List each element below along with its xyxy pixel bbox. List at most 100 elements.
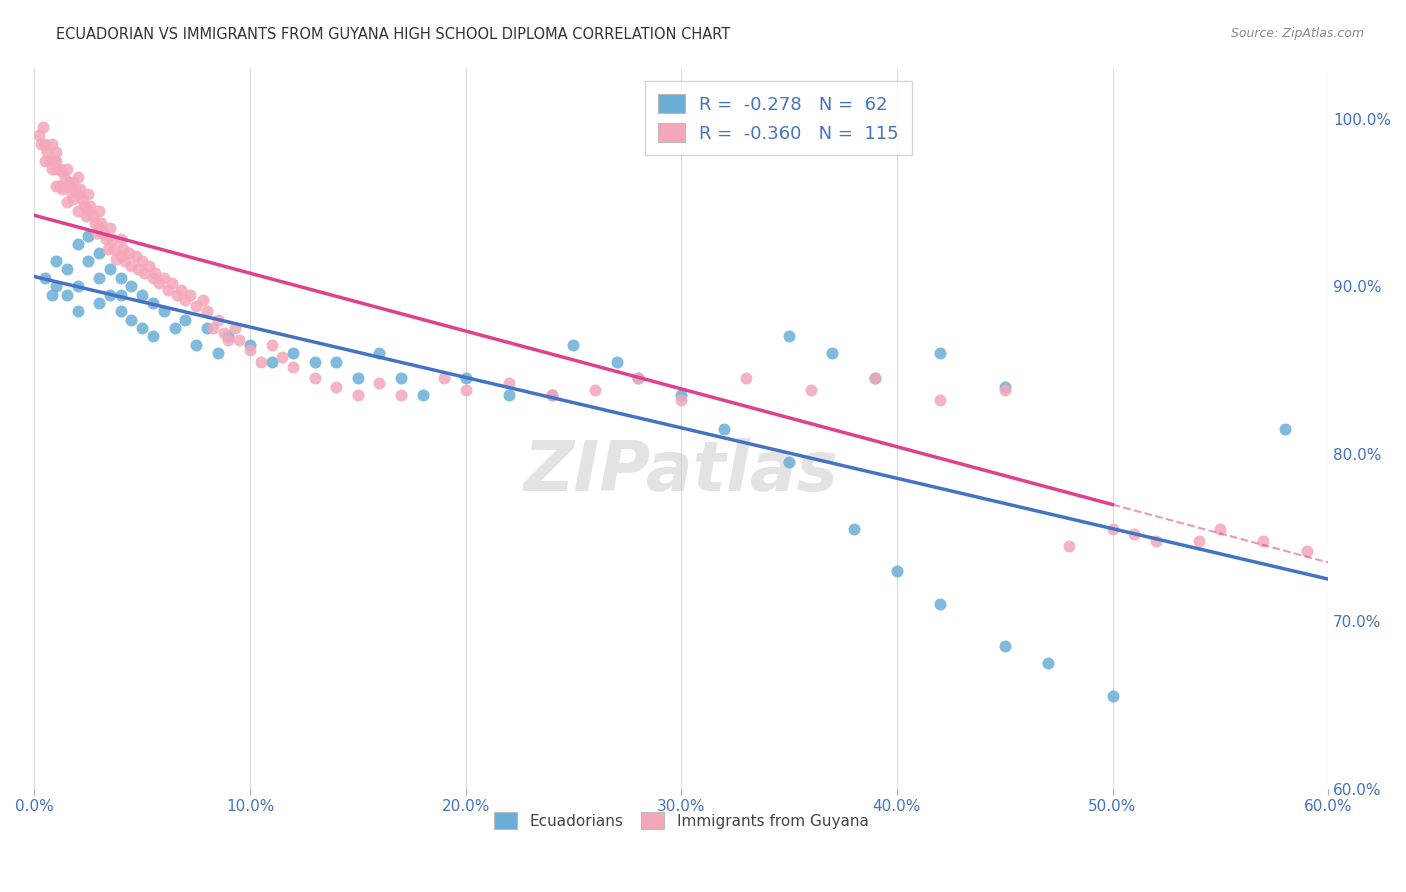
Text: ECUADORIAN VS IMMIGRANTS FROM GUYANA HIGH SCHOOL DIPLOMA CORRELATION CHART: ECUADORIAN VS IMMIGRANTS FROM GUYANA HIG… [56, 27, 731, 42]
Point [249, 354, 271, 368]
Point [98, 287, 121, 301]
Point [111, 243, 134, 257]
Point [498, 388, 520, 402]
Point [143, 266, 166, 280]
Point [281, 346, 304, 360]
Point [207, 346, 229, 360]
Point [800, 383, 823, 397]
Point [77, 254, 100, 268]
Point [110, 287, 132, 301]
Point [34, 153, 56, 168]
Point [45, 153, 67, 168]
Point [87, 245, 110, 260]
Point [55, 195, 77, 210]
Point [51, 165, 73, 179]
Point [66, 304, 89, 318]
Point [142, 329, 165, 343]
Point [562, 338, 585, 352]
Point [148, 276, 170, 290]
Point [929, 392, 952, 407]
Point [120, 312, 142, 326]
Point [65, 182, 87, 196]
Point [174, 293, 197, 307]
Point [1036, 656, 1059, 670]
Point [1144, 533, 1167, 548]
Point [174, 312, 197, 326]
Point [114, 254, 136, 268]
Point [228, 333, 250, 347]
Point [195, 321, 218, 335]
Point [98, 262, 121, 277]
Legend: Ecuadorians, Immigrants from Guyana: Ecuadorians, Immigrants from Guyana [488, 806, 875, 835]
Point [778, 329, 800, 343]
Point [389, 388, 412, 402]
Point [325, 379, 347, 393]
Point [134, 266, 156, 280]
Point [87, 270, 110, 285]
Point [142, 270, 165, 285]
Point [110, 270, 132, 285]
Point [1123, 527, 1146, 541]
Point [865, 371, 887, 385]
Point [713, 421, 735, 435]
Point [45, 254, 67, 268]
Point [162, 276, 184, 290]
Point [120, 279, 142, 293]
Point [389, 371, 412, 385]
Point [281, 359, 304, 374]
Point [1295, 543, 1317, 558]
Point [498, 376, 520, 391]
Point [49, 178, 72, 193]
Point [368, 376, 391, 391]
Point [1253, 533, 1275, 548]
Point [66, 279, 89, 293]
Point [260, 354, 283, 368]
Point [929, 598, 952, 612]
Point [55, 178, 77, 193]
Point [105, 252, 128, 267]
Point [55, 287, 77, 301]
Point [30, 136, 52, 151]
Point [53, 172, 76, 186]
Point [239, 338, 262, 352]
Point [103, 243, 125, 257]
Point [1209, 522, 1232, 536]
Point [75, 209, 97, 223]
Point [239, 343, 262, 357]
Point [865, 371, 887, 385]
Point [118, 245, 141, 260]
Point [34, 270, 56, 285]
Point [217, 333, 239, 347]
Point [152, 304, 174, 318]
Point [131, 287, 153, 301]
Point [77, 229, 100, 244]
Point [454, 383, 477, 397]
Point [671, 392, 693, 407]
Point [94, 232, 117, 246]
Point [79, 199, 101, 213]
Text: ZIPatlas: ZIPatlas [524, 438, 839, 505]
Point [97, 243, 120, 257]
Point [77, 203, 100, 218]
Point [671, 388, 693, 402]
Point [62, 192, 84, 206]
Point [69, 182, 91, 196]
Point [821, 346, 844, 360]
Point [1274, 421, 1296, 435]
Point [627, 371, 650, 385]
Point [304, 354, 326, 368]
Point [368, 346, 391, 360]
Point [90, 216, 112, 230]
Point [34, 136, 56, 151]
Point [131, 254, 153, 268]
Point [131, 321, 153, 335]
Point [41, 161, 63, 176]
Point [202, 321, 225, 335]
Point [32, 120, 55, 135]
Point [87, 220, 110, 235]
Point [83, 216, 105, 230]
Point [70, 192, 93, 206]
Point [170, 283, 193, 297]
Point [66, 237, 89, 252]
Point [110, 249, 132, 263]
